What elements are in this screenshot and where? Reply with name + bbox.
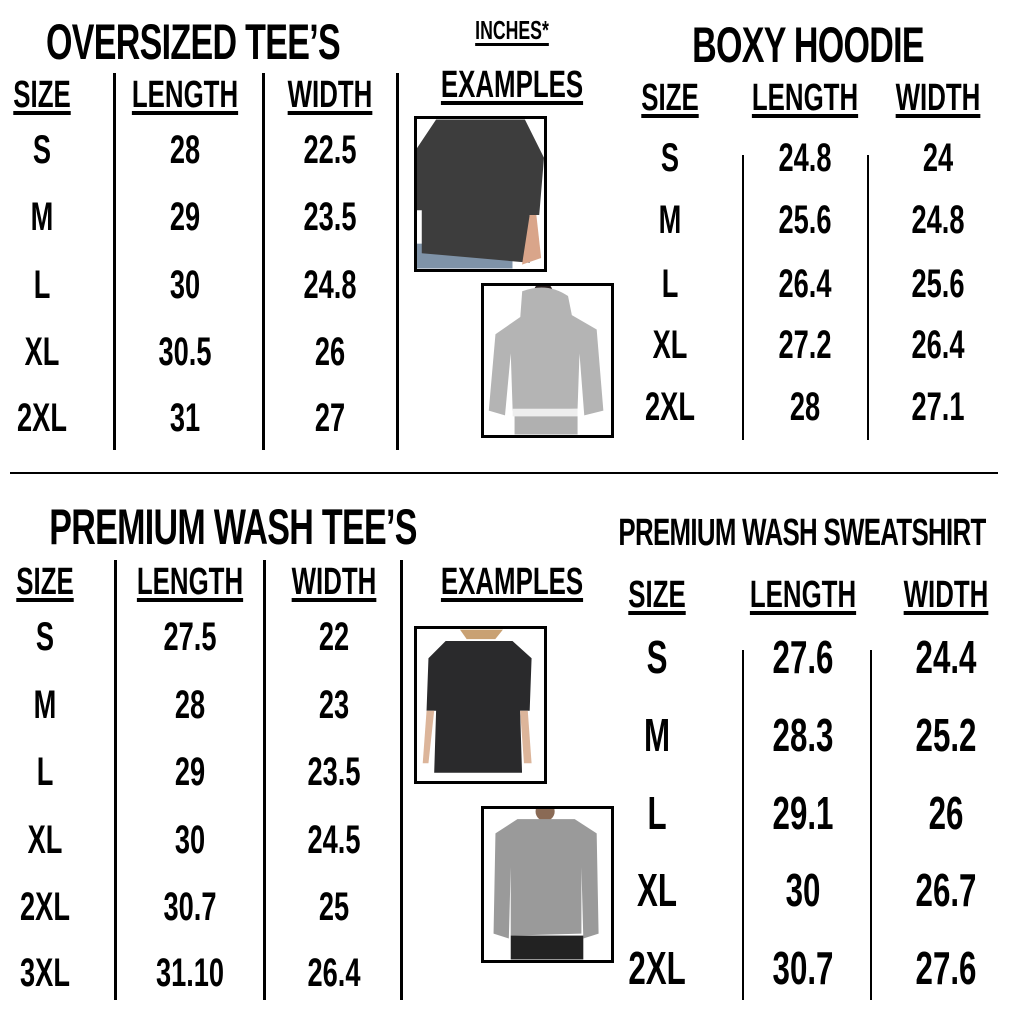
units-label: INCHES* (475, 15, 549, 45)
column-divider (400, 560, 403, 1000)
header-width: WIDTH (291, 561, 377, 603)
grey-hoodie-photo (481, 283, 614, 438)
oversized-tees-title: OVERSIZED TEE’S (46, 14, 341, 70)
cell-width: 27.6 (915, 942, 977, 994)
cell-length: 31 (169, 396, 201, 440)
cell-width: 24 (922, 136, 954, 180)
header-length: LENGTH (136, 561, 244, 603)
column-divider (867, 155, 869, 440)
cell-width: 25.2 (915, 709, 977, 761)
header-width: WIDTH (287, 74, 373, 116)
cell-length: 28 (789, 385, 821, 429)
cell-width: 24.8 (303, 263, 357, 307)
column-divider (742, 650, 744, 1000)
wash-sweatshirt-photo (481, 806, 614, 963)
cell-size: 2XL (20, 885, 70, 929)
column-divider (870, 650, 872, 1000)
cell-length: 27.5 (163, 615, 217, 659)
cell-size: S (32, 128, 52, 172)
cell-length: 29 (174, 750, 206, 794)
cell-size: S (35, 615, 55, 659)
header-size: SIZE (13, 74, 71, 116)
section-divider (10, 472, 998, 474)
cell-length: 28.3 (772, 709, 834, 761)
cell-size: L (33, 263, 51, 307)
cell-width: 27.1 (911, 385, 965, 429)
cell-width: 25 (318, 885, 350, 929)
cell-length: 26.4 (778, 262, 832, 306)
boxy-hoodie-title: BOXY HOODIE (692, 17, 925, 73)
cell-size: XL (637, 864, 677, 916)
header-size: SIZE (641, 77, 699, 119)
cell-width: 24.5 (307, 818, 361, 862)
examples-bottom-label: EXAMPLES (440, 561, 584, 603)
cell-size: M (30, 195, 54, 239)
cell-width: 26.7 (915, 864, 977, 916)
cell-size: XL (27, 818, 63, 862)
premium-wash-sweatshirt-title: PREMIUM WASH SWEATSHIRT (618, 512, 986, 554)
cell-width: 23.5 (307, 750, 361, 794)
cell-size: M (658, 198, 682, 242)
cell-length: 30 (169, 263, 201, 307)
header-size: SIZE (16, 561, 74, 603)
cell-length: 27.6 (772, 631, 834, 683)
column-divider (113, 73, 116, 450)
cell-size: 2XL (17, 396, 67, 440)
cell-length: 31.10 (155, 951, 225, 995)
column-divider (396, 73, 399, 450)
cell-width: 23 (318, 683, 350, 727)
header-length: LENGTH (751, 77, 859, 119)
cell-width: 23.5 (303, 195, 357, 239)
header-length: LENGTH (131, 74, 239, 116)
column-divider (262, 73, 265, 450)
cell-size: L (647, 787, 667, 839)
cell-width: 26.4 (911, 323, 965, 367)
cell-width: 24.4 (915, 631, 977, 683)
cell-size: XL (24, 330, 60, 374)
cell-length: 29 (169, 195, 201, 239)
cell-size: XL (652, 323, 688, 367)
cell-size: M (643, 709, 671, 761)
header-width: WIDTH (903, 574, 989, 616)
cell-width: 22 (318, 615, 350, 659)
examples-top-label: EXAMPLES (440, 64, 584, 106)
cell-length: 30.7 (772, 942, 834, 994)
wash-tee-photo (414, 626, 547, 784)
column-divider (742, 155, 744, 440)
cell-length: 30.5 (158, 330, 212, 374)
cell-size: 3XL (20, 951, 70, 995)
cell-length: 25.6 (778, 198, 832, 242)
cell-width: 22.5 (303, 128, 357, 172)
cell-size: S (660, 136, 680, 180)
cell-length: 28 (169, 128, 201, 172)
cell-width: 24.8 (911, 198, 965, 242)
cell-width: 27 (314, 396, 346, 440)
cell-width: 26.4 (307, 951, 361, 995)
cell-length: 30 (174, 818, 206, 862)
header-width: WIDTH (895, 77, 981, 119)
column-divider (263, 560, 266, 1000)
cell-length: 29.1 (772, 787, 834, 839)
header-length: LENGTH (749, 574, 857, 616)
dark-tee-photo (414, 116, 547, 272)
cell-size: L (661, 262, 679, 306)
cell-width: 26 (314, 330, 346, 374)
cell-size: 2XL (628, 942, 686, 994)
cell-length: 30 (785, 864, 821, 916)
header-size: SIZE (628, 574, 686, 616)
cell-size: M (33, 683, 57, 727)
column-divider (114, 560, 117, 1000)
cell-width: 25.6 (911, 262, 965, 306)
cell-width: 26 (928, 787, 964, 839)
cell-length: 27.2 (778, 323, 832, 367)
premium-wash-tees-title: PREMIUM WASH TEE’S (49, 499, 417, 555)
cell-size: 2XL (645, 385, 695, 429)
cell-length: 24.8 (778, 136, 832, 180)
cell-size: L (36, 750, 54, 794)
cell-length: 30.7 (163, 885, 217, 929)
cell-length: 28 (174, 683, 206, 727)
cell-size: S (646, 631, 668, 683)
